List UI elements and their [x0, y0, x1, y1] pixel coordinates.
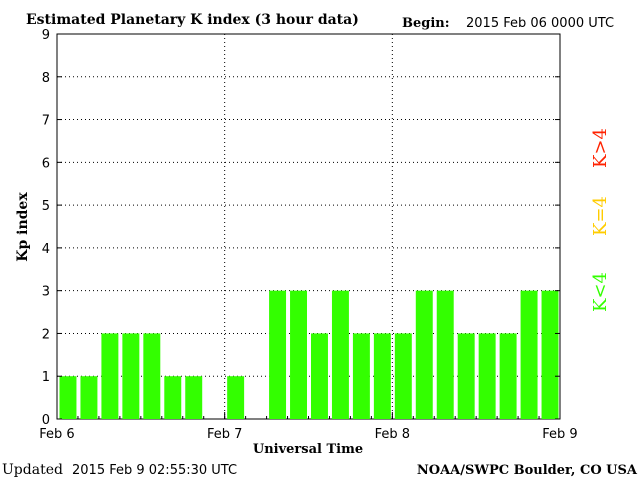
bar: [269, 290, 287, 419]
x-axis: Feb 6 Feb 7 Feb 8 Feb 9: [39, 412, 578, 442]
y-tick-label: 3: [42, 285, 50, 300]
bar: [415, 290, 433, 419]
bar: [373, 333, 391, 419]
x-tick-label: Feb 6: [39, 427, 74, 442]
bar: [394, 333, 412, 419]
legend: K<4 K=4 K>4: [590, 128, 611, 312]
chart-title: Estimated Planetary K index (3 hour data…: [26, 12, 359, 28]
bar: [499, 333, 517, 419]
grid-lines: [57, 34, 560, 419]
bar: [164, 376, 182, 419]
x-axis-label: Universal Time: [253, 442, 363, 457]
y-tick-label: 7: [42, 114, 50, 129]
y-tick-label: 6: [42, 156, 50, 171]
y-tick-label: 0: [42, 413, 50, 428]
y-tick-label: 2: [42, 327, 50, 342]
y-tick-label: 9: [42, 28, 50, 43]
legend-entry: K>4: [590, 128, 611, 168]
y-tick-label: 1: [42, 370, 50, 385]
y-tick-label: 5: [42, 199, 50, 214]
updated-label: Updated: [2, 462, 63, 478]
y-axis: 0 1 2 3 4 5 6 7 8 9: [42, 28, 560, 428]
bar: [101, 333, 119, 419]
x-tick-label: Feb 9: [542, 427, 577, 442]
bar: [227, 376, 245, 419]
begin-label: Begin:: [402, 16, 450, 31]
bar: [122, 333, 140, 419]
bar: [80, 376, 98, 419]
x-tick-label: Feb 7: [207, 427, 242, 442]
begin-value: 2015 Feb 06 0000 UTC: [466, 16, 614, 31]
y-tick-label: 4: [42, 242, 50, 257]
legend-entry: K=4: [590, 196, 611, 236]
bar: [290, 290, 307, 419]
bar: [331, 290, 349, 419]
y-axis-label: Kp index: [15, 192, 31, 262]
bar: [541, 290, 559, 419]
legend-entry: K<4: [590, 272, 611, 312]
bar: [311, 333, 328, 419]
bars: [59, 290, 559, 419]
y-tick-label: 8: [42, 71, 50, 86]
bar: [59, 376, 77, 419]
source-credit: NOAA/SWPC Boulder, CO USA: [417, 463, 638, 478]
updated-value: 2015 Feb 9 02:55:30 UTC: [72, 463, 237, 478]
bar: [457, 333, 475, 419]
bar: [436, 290, 454, 419]
bar: [352, 333, 370, 419]
bar: [185, 376, 203, 419]
bar: [143, 333, 161, 419]
bar: [520, 290, 538, 419]
plot-area: [56, 33, 561, 420]
bar: [478, 333, 496, 419]
x-tick-label: Feb 8: [375, 427, 410, 442]
